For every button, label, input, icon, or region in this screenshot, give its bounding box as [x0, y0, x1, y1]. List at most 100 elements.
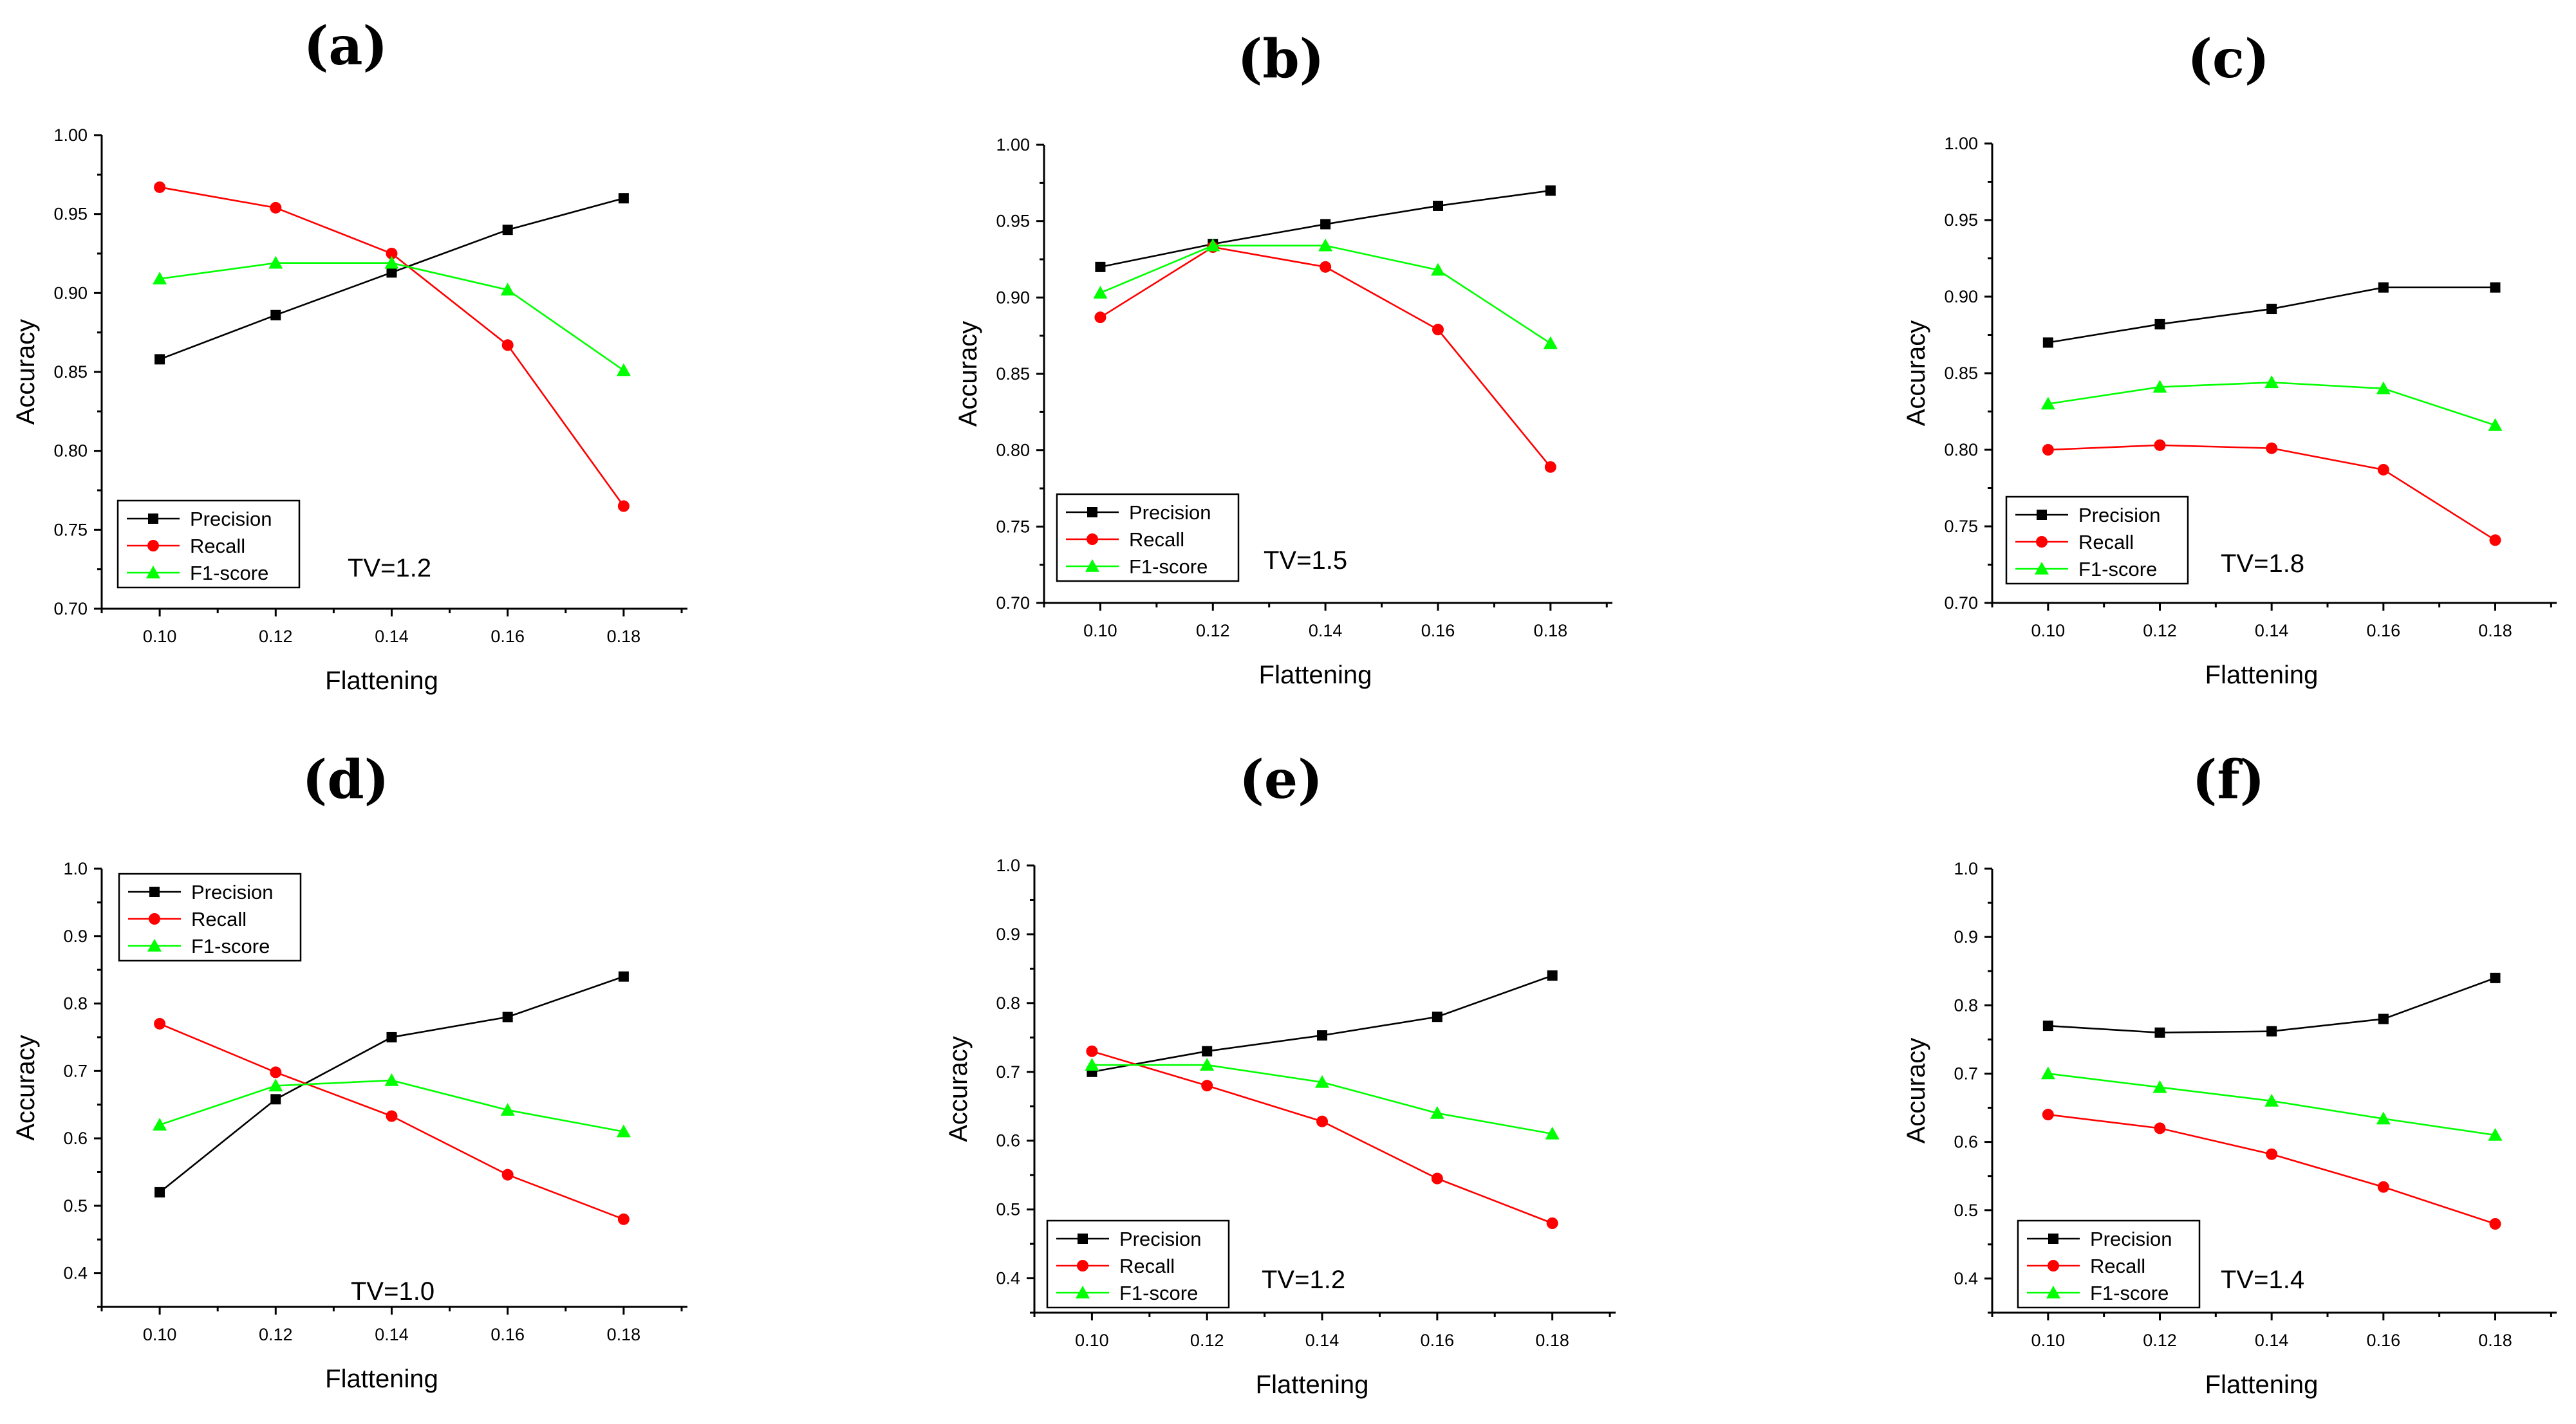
- data-point: [2042, 1021, 2053, 1031]
- x-tick-label: 0.10: [1075, 1331, 1109, 1350]
- annotation-tv: TV=1.2: [1262, 1266, 1345, 1294]
- legend-label: F1-score: [190, 562, 268, 584]
- x-tick-label: 0.12: [1190, 1331, 1224, 1350]
- y-tick-label: 0.70: [1944, 593, 1978, 613]
- y-tick-label: 0.9: [63, 927, 88, 946]
- legend-item: Precision: [2027, 1228, 2172, 1250]
- data-point: [1546, 1217, 1558, 1229]
- legend-marker: [2046, 1286, 2060, 1299]
- data-point: [1543, 336, 1558, 349]
- series-line: [159, 1079, 624, 1133]
- x-tick-label: 0.16: [2367, 621, 2401, 640]
- annotation-tv: TV=1.5: [1264, 546, 1347, 575]
- y-tick-label: 0.4: [63, 1264, 88, 1283]
- series-line: [2048, 286, 2496, 344]
- y-tick-label: 0.85: [53, 362, 88, 382]
- data-point: [2154, 1122, 2166, 1134]
- legend-item: F1-score: [2027, 1282, 2169, 1304]
- panel-letter: (a): [304, 15, 388, 77]
- legend: Precision Recall F1-score: [1056, 493, 1240, 582]
- series-precision: [154, 971, 629, 1197]
- legend-label: Precision: [1129, 501, 1211, 524]
- data-point: [1545, 1127, 1560, 1140]
- y-tick-label: 1.0: [996, 856, 1020, 875]
- x-tick-label: 0.14: [1309, 621, 1343, 640]
- y-tick-label: 0.6: [996, 1131, 1020, 1151]
- data-point: [500, 1103, 515, 1116]
- data-point: [1202, 1046, 1213, 1057]
- y-tick-label: 0.7: [996, 1062, 1020, 1082]
- data-point: [2266, 442, 2278, 454]
- data-point: [2042, 337, 2053, 348]
- y-tick-label: 1.0: [63, 859, 88, 878]
- legend-marker: [147, 540, 159, 551]
- data-point: [1094, 311, 1106, 324]
- x-tick-label: 0.16: [1421, 1331, 1455, 1350]
- y-tick-label: 0.6: [1954, 1133, 1978, 1152]
- data-point: [2152, 1080, 2167, 1093]
- panel-letter: (f): [2192, 749, 2265, 811]
- x-axis-title: Flattening: [1259, 661, 1372, 689]
- panel-letter: (b): [1238, 28, 1325, 90]
- legend-marker: [146, 566, 160, 578]
- x-tick-label: 0.16: [2367, 1331, 2401, 1350]
- chart-panel-5: (e) 0.4 0.5 0.6 0.7 0.8 0.9 1.0 0.10 0.12 0.14 0.16…: [944, 749, 1616, 1399]
- data-point: [1093, 286, 1108, 299]
- x-tick-label: 0.10: [2031, 621, 2066, 640]
- data-point: [270, 201, 282, 214]
- data-point: [1430, 1105, 1444, 1119]
- x-tick-label: 0.12: [1196, 621, 1230, 640]
- x-tick-label: 0.14: [375, 1325, 409, 1344]
- data-point: [2378, 1013, 2389, 1024]
- series-recall: [2042, 439, 2501, 546]
- data-point: [501, 339, 514, 351]
- data-point: [2489, 1218, 2501, 1230]
- y-axis-title: Accuracy: [12, 1035, 40, 1141]
- legend-label: F1-score: [191, 935, 270, 957]
- y-tick-label: 0.4: [1954, 1269, 1978, 1288]
- data-point: [1317, 1030, 1328, 1041]
- series-f1-score: [153, 255, 631, 376]
- data-point: [2377, 463, 2389, 476]
- data-point: [2264, 375, 2279, 389]
- legend-label: F1-score: [1119, 1282, 1198, 1304]
- legend-marker: [1076, 1286, 1090, 1299]
- data-point: [2377, 1181, 2389, 1193]
- panel-letter: (e): [1239, 749, 1323, 811]
- legend-label: Precision: [191, 881, 274, 903]
- x-tick-label: 0.12: [2143, 621, 2177, 640]
- y-tick-label: 0.5: [1954, 1201, 1978, 1220]
- data-point: [2042, 444, 2054, 456]
- series-line: [1099, 245, 1551, 344]
- x-tick-label: 0.18: [607, 627, 641, 646]
- x-tick-label: 0.18: [607, 1325, 641, 1344]
- data-point: [1432, 1012, 1442, 1022]
- legend-label: Precision: [190, 508, 272, 530]
- legend-label: Recall: [2078, 531, 2134, 553]
- data-point: [1431, 1172, 1443, 1185]
- x-tick-label: 0.14: [1305, 1331, 1339, 1350]
- y-tick-label: 1.00: [53, 125, 88, 145]
- y-tick-label: 0.95: [1944, 210, 1978, 230]
- series-f1-score: [1093, 238, 1558, 349]
- series-recall: [154, 181, 630, 512]
- legend-marker: [149, 887, 160, 897]
- data-point: [617, 1213, 630, 1225]
- data-point: [2042, 1109, 2054, 1121]
- data-point: [268, 255, 283, 269]
- x-tick-label: 0.16: [1421, 621, 1455, 640]
- data-point: [154, 1187, 165, 1197]
- y-tick-label: 0.8: [1954, 995, 1978, 1015]
- annotation-tv: TV=1.4: [2221, 1266, 2304, 1294]
- y-tick-label: 1.00: [996, 135, 1030, 154]
- data-point: [502, 225, 513, 236]
- legend-label: Recall: [190, 535, 245, 557]
- y-axis-title: Accuracy: [944, 1036, 973, 1142]
- data-point: [2040, 396, 2055, 410]
- legend-marker: [1087, 507, 1097, 517]
- legend-marker: [149, 913, 160, 925]
- series-line: [1092, 974, 1553, 1073]
- y-tick-label: 0.85: [1944, 364, 1978, 383]
- y-axis-title: Accuracy: [12, 319, 40, 425]
- legend-item: Recall: [1066, 528, 1184, 551]
